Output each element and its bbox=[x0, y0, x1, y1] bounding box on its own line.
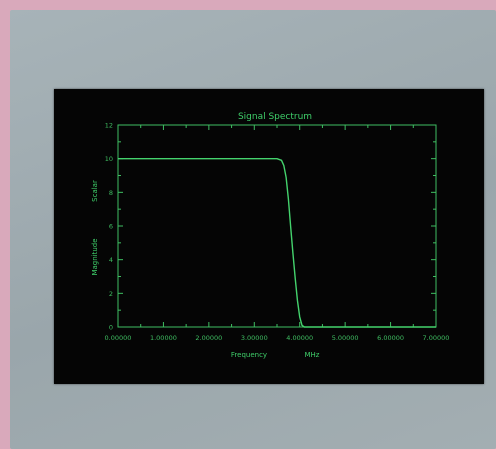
chart-title: Signal Spectrum bbox=[238, 112, 312, 122]
y-tick-label: 4 bbox=[109, 256, 113, 264]
x-tick-label: 0.00000 bbox=[105, 334, 132, 342]
x-tick-label: 4.00000 bbox=[286, 334, 313, 342]
y-tick-label: 0 bbox=[109, 324, 113, 332]
signal-spectrum-chart: Signal Spectrum Frequency MHz Magnitude … bbox=[91, 112, 450, 359]
x-axis-label: Frequency bbox=[231, 351, 267, 359]
monitor-screen: Signal Spectrum Frequency MHz Magnitude … bbox=[54, 89, 484, 384]
x-tick-label: 5.00000 bbox=[332, 334, 359, 342]
spectrum-trace bbox=[118, 158, 436, 328]
y-axis-label: Magnitude bbox=[91, 238, 99, 275]
y-tick-label: 2 bbox=[109, 290, 113, 298]
x-tick-label: 2.00000 bbox=[195, 334, 222, 342]
x-axis-units: MHz bbox=[305, 351, 320, 359]
x-tick-label: 3.00000 bbox=[241, 334, 268, 342]
plot-frame bbox=[117, 124, 437, 328]
x-tick-label: 6.00000 bbox=[377, 334, 404, 342]
y-tick-label: 8 bbox=[109, 189, 113, 197]
y-tick-label: 10 bbox=[105, 155, 113, 163]
x-tick-label: 7.00000 bbox=[423, 334, 450, 342]
x-tick-label: 1.00000 bbox=[150, 334, 177, 342]
photo-backdrop: Signal Spectrum Frequency MHz Magnitude … bbox=[10, 10, 496, 449]
y-axis-units: Scalar bbox=[91, 180, 99, 202]
y-tick-label: 12 bbox=[105, 122, 113, 130]
plot-area: 0 2 4 6 8 10 12 0.00000 1.00000 2.00000 3.00000 4.0… bbox=[105, 122, 450, 343]
y-tick-label: 6 bbox=[109, 223, 113, 231]
